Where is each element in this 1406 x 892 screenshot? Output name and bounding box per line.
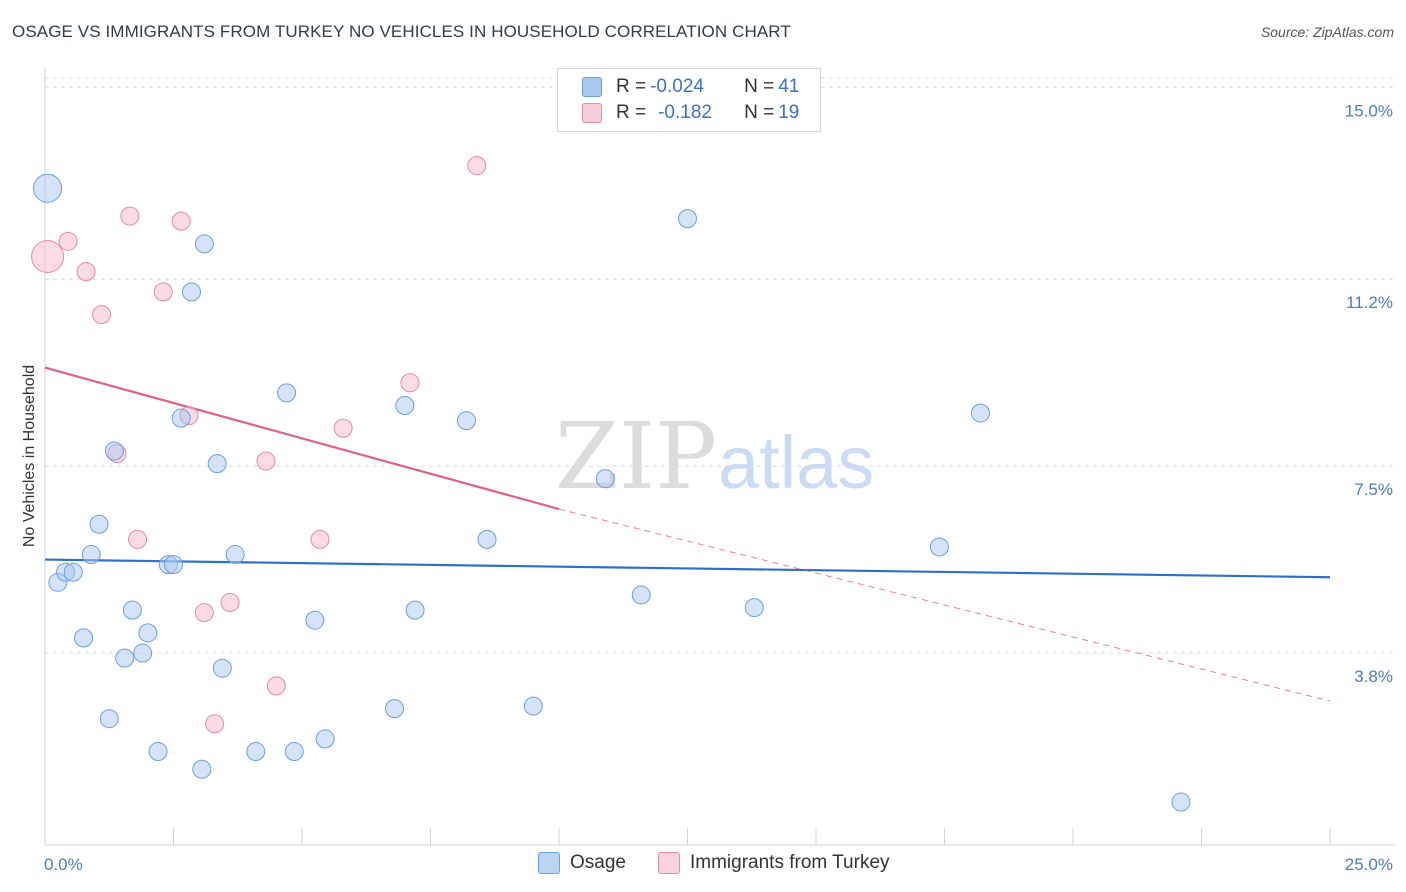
x-tick-label: 25.0% — [1345, 855, 1393, 874]
watermark: ZIP atlas — [555, 403, 874, 510]
osage-point — [33, 173, 63, 203]
watermark-atlas: atlas — [718, 421, 874, 504]
y-tick-label: 15.0% — [1345, 101, 1393, 120]
osage-point — [744, 598, 764, 618]
legend-n-label: N = — [744, 102, 775, 123]
osage-point — [181, 282, 201, 302]
y-tick-label: 7.5% — [1354, 480, 1393, 499]
turkey-point — [92, 305, 112, 325]
osage-swatch — [582, 77, 602, 97]
correlation-legend: R = -0.024 N = 41 R = -0.182 N = 19 — [557, 68, 821, 132]
osage-legend-label: Osage — [570, 852, 626, 873]
turkey-point — [467, 156, 487, 176]
osage-point — [395, 396, 415, 416]
osage-point — [246, 742, 266, 762]
osage-point — [81, 545, 101, 565]
legend-r-value: -0.024 — [650, 76, 704, 97]
turkey-point — [153, 282, 173, 302]
osage-point — [456, 411, 476, 431]
turkey-point — [194, 603, 214, 623]
turkey-point — [171, 211, 191, 231]
source-label: Source: ZipAtlas.com — [1260, 24, 1394, 40]
osage-point — [970, 403, 990, 423]
osage-point — [74, 628, 94, 648]
osage-point — [207, 454, 227, 474]
osage-point — [104, 441, 124, 461]
osage-point — [595, 469, 615, 489]
y-tick-label: 11.2% — [1346, 293, 1393, 312]
osage-legend-swatch — [538, 852, 560, 874]
chart-title: OSAGE VS IMMIGRANTS FROM TURKEY NO VEHIC… — [12, 22, 791, 41]
turkey-legend-swatch — [657, 852, 680, 874]
osage-point — [631, 585, 651, 605]
scatter-points — [31, 156, 1191, 812]
osage-point — [277, 383, 297, 403]
osage-point — [133, 643, 153, 663]
turkey-point — [76, 262, 96, 282]
osage-trend-line — [44, 558, 1331, 579]
y-tick-label: 3.8% — [1354, 667, 1393, 686]
osage-point — [194, 234, 214, 254]
series-legend: Osage Immigrants from Turkey — [538, 852, 922, 874]
turkey-point — [120, 206, 140, 226]
legend-row-turkey: R = -0.182 N = 19 — [582, 100, 799, 126]
osage-point — [148, 742, 168, 762]
turkey-trend-extension — [558, 508, 1331, 702]
turkey-swatch — [582, 103, 602, 123]
turkey-point — [128, 529, 148, 549]
tick-labels: 3.8% 7.5% 11.2% 15.0% 0.0% 25.0% — [44, 101, 1393, 874]
legend-row-osage: R = -0.024 N = 41 — [582, 74, 799, 100]
osage-point — [929, 537, 949, 557]
osage-point — [225, 545, 245, 565]
legend-n-label: N = — [744, 76, 775, 97]
trend-lines — [44, 366, 1331, 702]
osage-point — [405, 600, 425, 620]
turkey-point — [400, 373, 420, 393]
osage-point — [99, 709, 119, 729]
legend-n-value: 19 — [778, 102, 800, 123]
osage-point — [305, 610, 325, 630]
osage-point — [122, 600, 142, 620]
osage-point — [164, 555, 183, 575]
legend-r-label: R = — [616, 102, 647, 123]
osage-point — [212, 658, 232, 678]
turkey-trend-line — [44, 366, 560, 511]
legend-r-value: -0.182 — [658, 102, 712, 123]
turkey-point — [310, 529, 330, 549]
turkey-point — [205, 714, 225, 734]
osage-point — [523, 696, 543, 716]
turkey-point — [31, 239, 65, 273]
osage-point — [115, 648, 135, 668]
osage-point — [284, 742, 304, 762]
legend-item-turkey: Immigrants from Turkey — [657, 852, 890, 874]
osage-point — [89, 514, 109, 534]
osage-point — [678, 209, 697, 229]
legend-r-label: R = — [616, 76, 647, 97]
osage-point — [63, 562, 83, 582]
osage-point — [171, 408, 191, 428]
turkey-legend-label: Immigrants from Turkey — [689, 852, 890, 873]
turkey-point — [256, 451, 276, 471]
turkey-point — [220, 593, 240, 613]
legend-item-osage: Osage — [538, 852, 626, 874]
turkey-point — [58, 231, 78, 251]
watermark-zip: ZIP — [555, 403, 717, 510]
osage-point — [192, 759, 212, 779]
y-axis-label: No Vehicles in Household — [21, 365, 38, 547]
osage-point — [1171, 792, 1191, 812]
grid — [45, 77, 1395, 654]
osage-point — [477, 529, 497, 549]
legend-n-value: 41 — [778, 76, 800, 97]
osage-point — [315, 729, 335, 749]
osage-point — [138, 623, 158, 643]
turkey-point — [333, 418, 353, 438]
x-tick-label: 0.0% — [44, 855, 83, 874]
osage-point — [385, 699, 405, 719]
turkey-point — [266, 676, 286, 696]
